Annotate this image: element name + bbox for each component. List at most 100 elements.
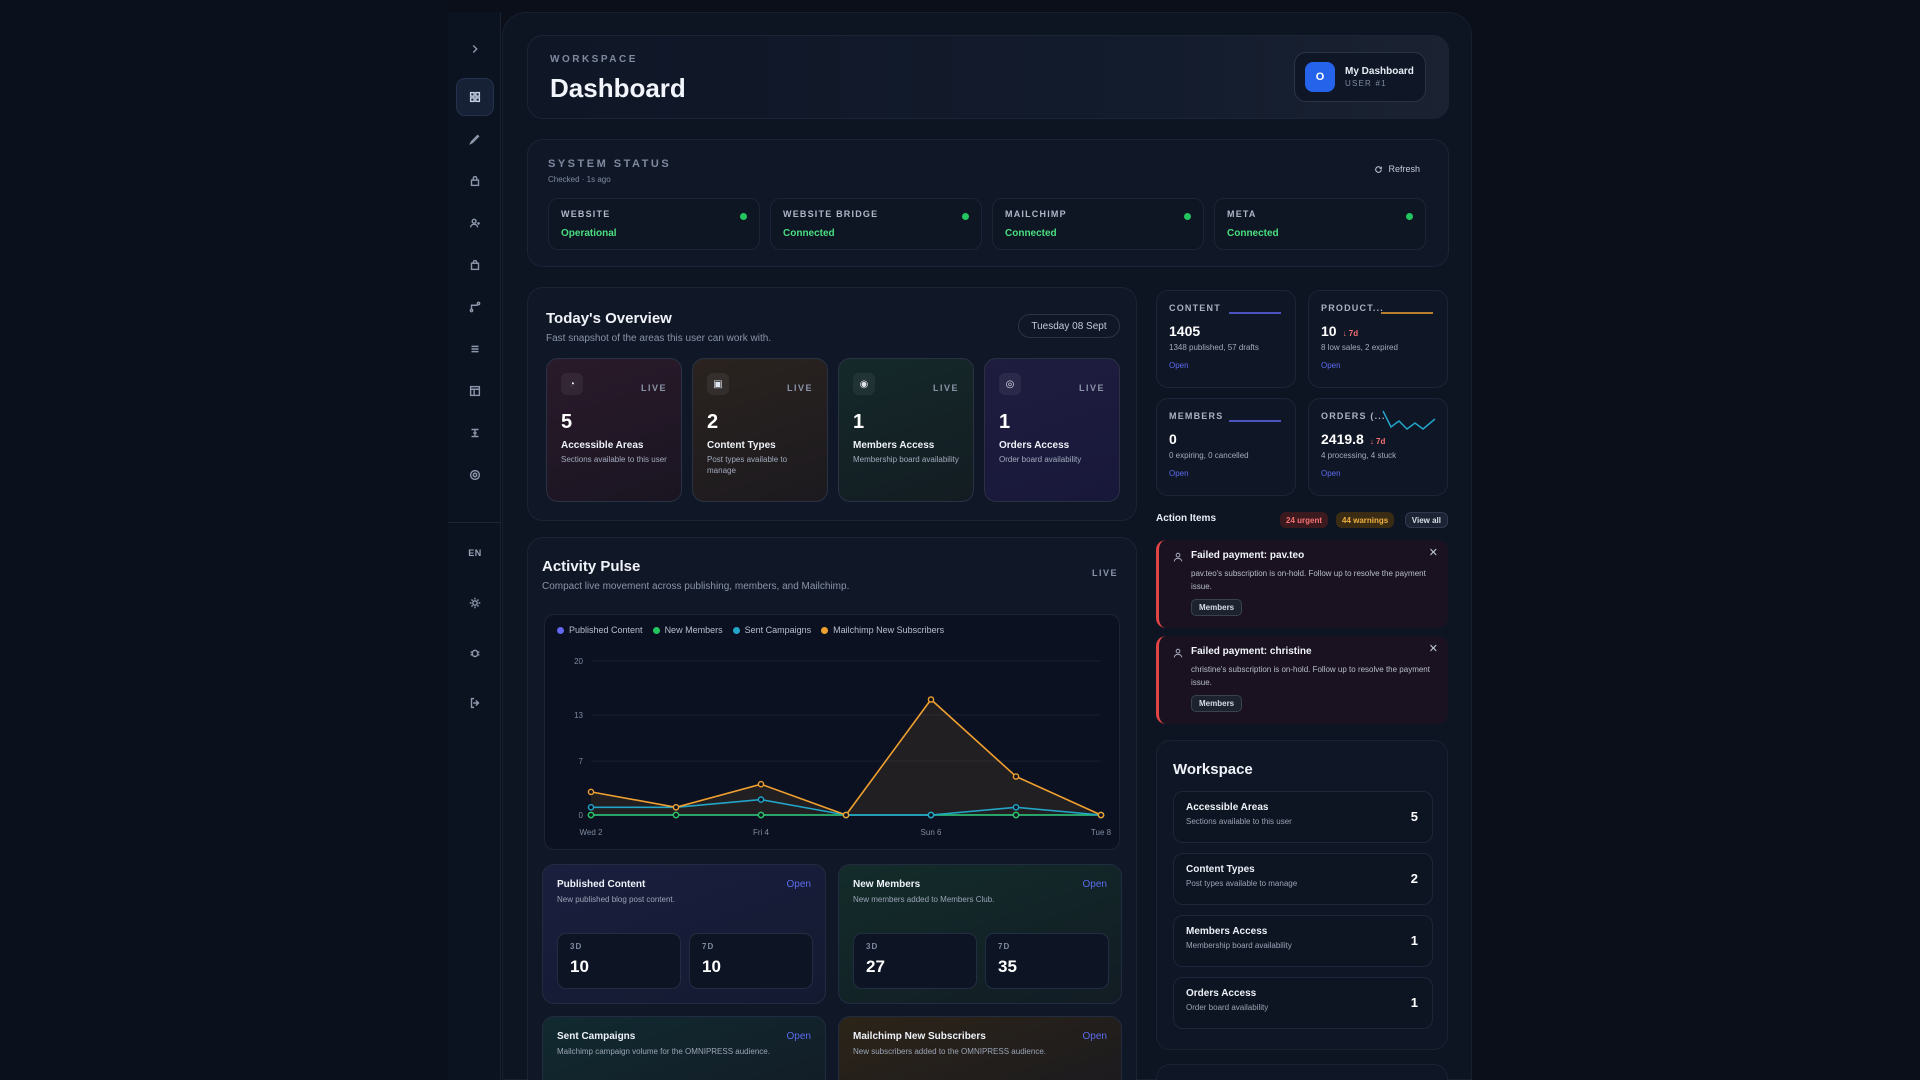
- workspace-item[interactable]: Orders Access Order board availability 1: [1173, 977, 1433, 1029]
- chart-svg: 0 7 13 20 Wed 2 Fri 4 Sun 6 Tue 8: [574, 657, 1112, 837]
- tile-number: 5: [561, 411, 573, 433]
- workspace-item-count: 5: [1410, 809, 1418, 824]
- action-item[interactable]: ✕ Failed payment: pav.teo pav.teo's subs…: [1156, 540, 1448, 628]
- mini-content[interactable]: CONTENT 1405 1348 published, 57 drafts O…: [1156, 290, 1296, 388]
- metric-value: 10: [702, 957, 721, 976]
- workspace-title: Workspace: [1173, 761, 1253, 778]
- status-label: WEBSITE: [561, 209, 611, 219]
- chart-legend: Published Content New Members Sent Campa…: [557, 625, 944, 635]
- overview-subtitle: Fast snapshot of the areas this user can…: [546, 333, 772, 344]
- refresh-button[interactable]: Refresh: [1374, 164, 1420, 174]
- mini-label: CONTENT: [1169, 303, 1221, 313]
- metric-period: 7D: [702, 942, 715, 951]
- refresh-icon: [1375, 165, 1383, 173]
- data-point: [587, 803, 595, 811]
- workspace-item[interactable]: Accessible Areas Sections available to t…: [1173, 791, 1433, 843]
- mini-open-link[interactable]: Open: [1169, 361, 1189, 370]
- metric-open-link[interactable]: Open: [786, 879, 811, 890]
- status-tile-website-bridge: WEBSITE BRIDGE Connected: [770, 198, 982, 250]
- warnings-badge[interactable]: 44 warnings: [1336, 512, 1395, 528]
- y-tick-label: 13: [574, 711, 583, 720]
- metric-open-link[interactable]: Open: [1082, 1031, 1107, 1042]
- metric-3d-box: 3D 27: [853, 933, 977, 989]
- data-point: [1097, 811, 1105, 819]
- metric-open-link[interactable]: Open: [786, 1031, 811, 1042]
- legend-swatch: [652, 626, 660, 634]
- mini-open-link[interactable]: Open: [1169, 469, 1189, 478]
- metric-value: 35: [998, 957, 1017, 976]
- tile-name: Accessible Areas: [561, 440, 644, 451]
- tile-members-access[interactable]: ◉ LIVE 1 Members Access Membership board…: [838, 358, 974, 502]
- mini-desc: 8 low sales, 2 expired: [1321, 343, 1398, 352]
- refresh-label: Refresh: [1388, 164, 1420, 174]
- mini-open-link[interactable]: Open: [1321, 469, 1341, 478]
- metric-value: 10: [570, 957, 589, 976]
- legend-label: Sent Campaigns: [744, 625, 812, 635]
- logout-icon[interactable]: [456, 684, 494, 722]
- tile-content-types[interactable]: ▣ LIVE 2 Content Types Post types availa…: [692, 358, 828, 502]
- metric-3d-box: 3D 10: [557, 933, 681, 989]
- expand-chevron-icon[interactable]: [456, 30, 494, 68]
- y-tick-label: 20: [574, 657, 583, 666]
- mini-value: 10: [1321, 323, 1337, 339]
- mini-label: PRODUCT...: [1321, 303, 1385, 313]
- action-chip[interactable]: Members: [1191, 599, 1243, 616]
- date-chip[interactable]: Tuesday 08 Sept: [1018, 314, 1120, 338]
- tile-orders-access[interactable]: ◎ LIVE 1 Orders Access Order board avail…: [984, 358, 1120, 502]
- legend-item[interactable]: New Members: [652, 625, 723, 635]
- data-point: [757, 796, 765, 803]
- document-icon: ▣: [707, 373, 729, 395]
- data-point: [927, 696, 935, 703]
- bug-icon[interactable]: [456, 634, 494, 672]
- orders-icon: ◎: [999, 373, 1021, 395]
- tile-name: Members Access: [853, 440, 935, 451]
- mini-orders[interactable]: ORDERS (... 2419.8 ↓ 7d 4 processing, 4 s…: [1308, 398, 1448, 496]
- user-icon: [1173, 552, 1183, 562]
- mini-open-link[interactable]: Open: [1321, 361, 1341, 370]
- workspace-item-count: 2: [1410, 871, 1418, 886]
- mini-members[interactable]: MEMBERS 0 0 expiring, 0 cancelled Open: [1156, 398, 1296, 496]
- legend-item[interactable]: Mailchimp New Subscribers: [821, 625, 944, 635]
- close-icon[interactable]: ✕: [1428, 643, 1438, 655]
- status-value: Connected: [1005, 228, 1057, 239]
- flow-icon[interactable]: [456, 288, 494, 326]
- urgent-badge[interactable]: 24 urgent: [1280, 512, 1329, 528]
- data-point: [842, 811, 850, 819]
- layout-icon[interactable]: [456, 372, 494, 410]
- metric-title: Published Content: [557, 879, 646, 890]
- mini-products[interactable]: PRODUCT... 10 ↓ 7d 8 low sales, 2 expired…: [1308, 290, 1448, 388]
- live-label: LIVE: [1091, 568, 1118, 578]
- close-icon[interactable]: ✕: [1428, 547, 1438, 559]
- language-switch[interactable]: EN: [468, 548, 482, 558]
- dashboard-grid-icon[interactable]: [456, 78, 494, 116]
- bag-icon[interactable]: [456, 246, 494, 284]
- sliders-icon[interactable]: [456, 414, 494, 452]
- status-label: META: [1227, 209, 1257, 219]
- data-point: [672, 803, 680, 811]
- workspace-item[interactable]: Members Access Membership board availabi…: [1173, 915, 1433, 967]
- user-chip[interactable]: O My Dashboard USER #1: [1294, 52, 1426, 102]
- metric-mailchimp-subscribers: Mailchimp New Subscribers New subscriber…: [838, 1016, 1122, 1080]
- metric-desc: New members added to Members Club.: [853, 895, 995, 904]
- users-icon[interactable]: [456, 204, 494, 242]
- view-all-button[interactable]: View all: [1404, 512, 1448, 528]
- metric-published-content: Published Content New published blog pos…: [542, 864, 826, 1004]
- action-chip[interactable]: Members: [1191, 695, 1243, 712]
- settings-icon[interactable]: [456, 456, 494, 494]
- action-item[interactable]: ✕ Failed payment: christine christine's …: [1156, 636, 1448, 724]
- data-point: [1012, 773, 1020, 780]
- action-desc: pav.teo's subscription is on-hold. Follo…: [1191, 569, 1426, 591]
- sidebar-rail: EN: [448, 12, 501, 1080]
- workspace-item[interactable]: Content Types Post types available to ma…: [1173, 853, 1433, 905]
- tile-accessible-areas[interactable]: ◔ LIVE 5 Accessible Areas Sections avail…: [546, 358, 682, 502]
- list-icon[interactable]: [456, 330, 494, 368]
- lock-icon[interactable]: [456, 162, 494, 200]
- action-items-header: Action Items 24 urgent 44 warnings View …: [1156, 510, 1448, 530]
- legend-item[interactable]: Sent Campaigns: [732, 625, 812, 635]
- legend-item[interactable]: Published Content: [557, 625, 643, 635]
- metric-open-link[interactable]: Open: [1082, 879, 1107, 890]
- status-value: Connected: [783, 228, 835, 239]
- edit-icon[interactable]: [456, 120, 494, 158]
- sun-icon[interactable]: [456, 584, 494, 622]
- status-dot: [1184, 213, 1191, 220]
